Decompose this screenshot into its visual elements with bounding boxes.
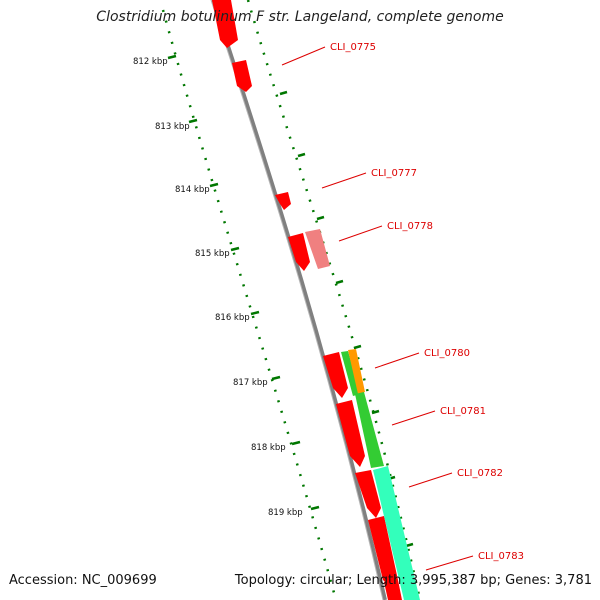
gene-label-cli-0781[interactable]: CLI_0781: [440, 406, 486, 417]
ruler-label: 819 kbp: [268, 508, 303, 518]
ruler-tick: [316, 215, 325, 221]
ruler-label: 817 kbp: [233, 378, 268, 388]
ruler-tick: [250, 310, 260, 316]
gene-feature[interactable]: [368, 516, 398, 590]
gene-feature[interactable]: [348, 349, 365, 394]
gene-label-cli-0777[interactable]: CLI_0777: [371, 168, 417, 179]
ruler-tick: [271, 375, 281, 381]
gene-feature[interactable]: [336, 400, 365, 467]
ruler-tick: [279, 90, 288, 96]
ruler-label: 816 kbp: [215, 313, 250, 323]
ruler-tick: [209, 182, 219, 188]
ruler-tick: [310, 505, 320, 511]
gene-label-cli-0775[interactable]: CLI_0775: [330, 42, 376, 53]
gene-feature[interactable]: [384, 580, 402, 600]
ruler-tick: [405, 542, 414, 548]
gene-labels: CLI_0775 CLI_0777 CLI_0778 CLI_0780 CLI_…: [330, 42, 524, 562]
gene-feature[interactable]: [355, 470, 381, 518]
gene-feature[interactable]: [305, 229, 330, 269]
gene-feature[interactable]: [341, 351, 360, 396]
gene-label-cli-0783[interactable]: CLI_0783: [478, 551, 524, 562]
gene-feature[interactable]: [232, 60, 252, 92]
gene-feature[interactable]: [212, 0, 238, 48]
gene-feature[interactable]: [355, 392, 384, 468]
ruler-tick: [335, 279, 344, 285]
genome-stats-text: Topology: circular; Length: 3,995,387 bp…: [234, 573, 592, 588]
ruler-label: 815 kbp: [195, 249, 230, 259]
gene-label-cli-0782[interactable]: CLI_0782: [457, 468, 503, 479]
gene-feature[interactable]: [323, 352, 348, 398]
outer-ruler: [246, 0, 422, 600]
ruler-label: 813 kbp: [155, 122, 190, 132]
ruler-tick: [371, 409, 380, 415]
ruler-tick: [353, 344, 362, 350]
gene-label-cli-0778[interactable]: CLI_0778: [387, 221, 433, 232]
ruler-tick: [230, 246, 240, 252]
ruler-label: 812 kbp: [133, 57, 168, 67]
ruler-tick: [291, 440, 301, 446]
ruler-tick: [167, 54, 177, 60]
ruler-tick: [188, 118, 198, 124]
ruler-labels: 812 kbp 813 kbp 814 kbp 815 kbp 816 kbp 817 k…: [133, 57, 303, 518]
ruler-label: 814 kbp: [175, 185, 210, 195]
gene-label-cli-0780[interactable]: CLI_0780: [424, 348, 470, 359]
gene-feature[interactable]: [373, 466, 420, 600]
label-leaders: [281, 46, 474, 571]
ruler-label: 818 kbp: [251, 443, 286, 453]
genes: [212, 0, 420, 600]
accession-text: Accession: NC_009699: [9, 573, 157, 588]
gene-feature[interactable]: [288, 233, 310, 271]
ruler-tick: [297, 152, 306, 158]
gene-feature[interactable]: [275, 192, 291, 210]
map-title: Clostridium botulinum F str. Langeland, …: [96, 9, 504, 25]
